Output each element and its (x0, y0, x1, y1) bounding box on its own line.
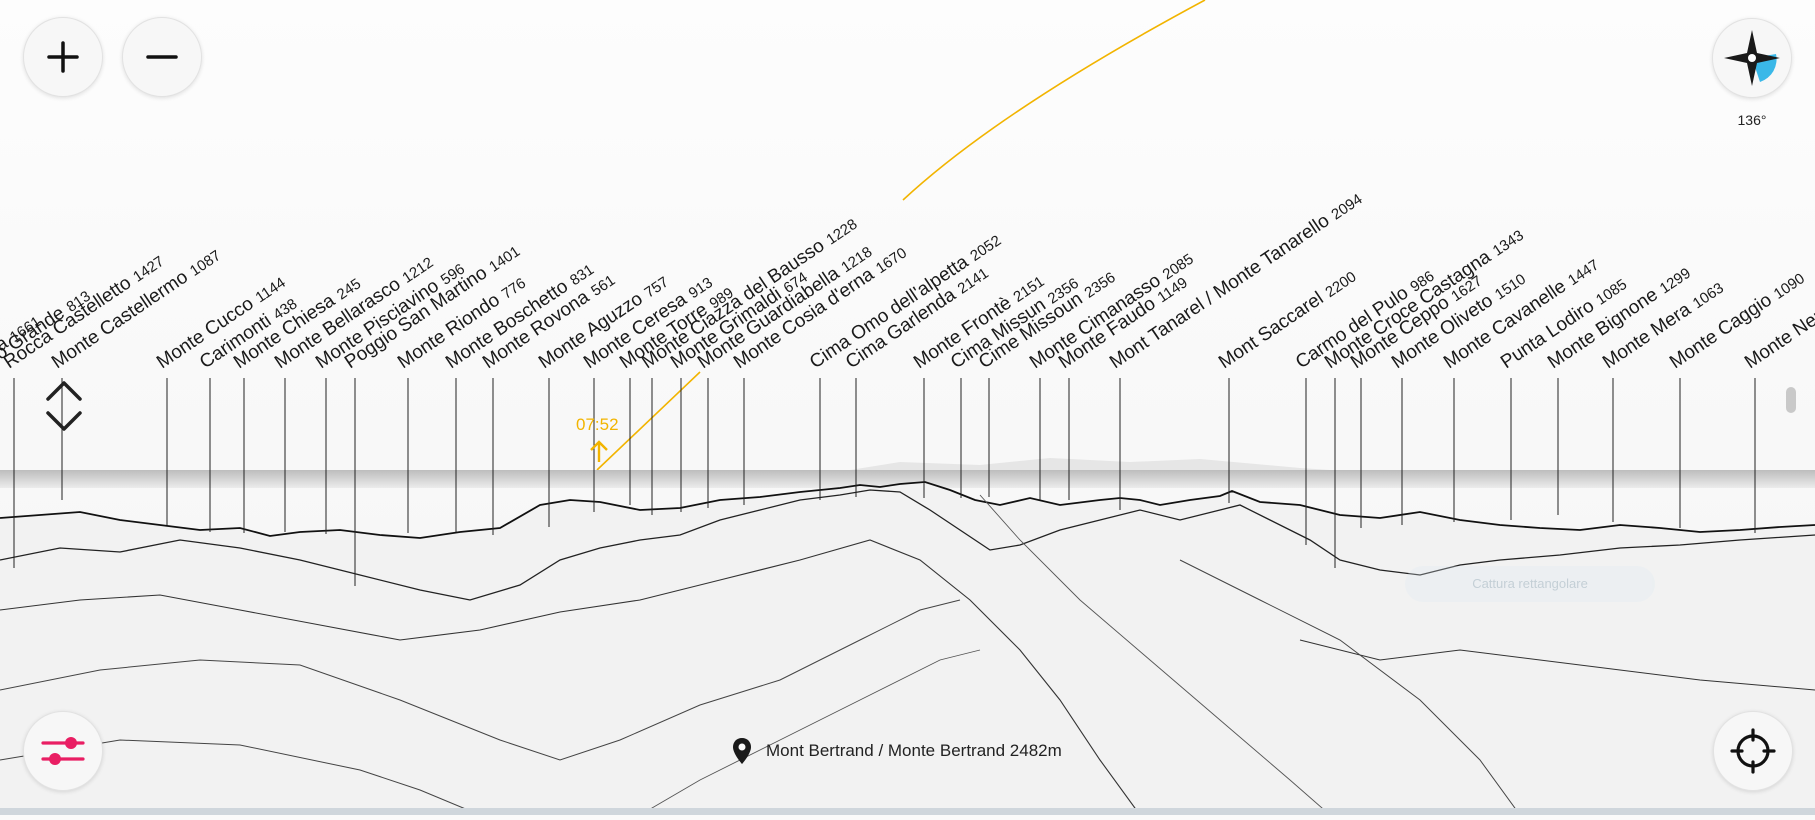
map-pin-icon (733, 738, 751, 764)
zoom-in-button[interactable] (23, 17, 103, 97)
scrollbar-thumb[interactable] (1786, 387, 1796, 413)
sun-marker: 07:52 (576, 415, 619, 462)
locate-button[interactable] (1713, 711, 1793, 791)
scroll-labels-control[interactable] (42, 375, 86, 437)
compass-button[interactable] (1712, 18, 1792, 98)
distant-mountains (850, 458, 1330, 470)
location-elevation: 2482 (1009, 741, 1048, 760)
location-display: Mont Bertrand / Monte Bertrand 2482m (732, 736, 1062, 766)
zoom-out-button[interactable] (122, 17, 202, 97)
capture-hint: Cattura rettangolare (1405, 566, 1655, 602)
label-scrollbar[interactable] (1784, 325, 1798, 475)
compass-heading: 136° (1737, 112, 1767, 128)
plus-icon (47, 41, 79, 73)
location-name: Mont Bertrand / Monte Bertrand (766, 741, 1006, 760)
sun-time-label: 07:52 (576, 415, 619, 434)
minus-icon (146, 55, 178, 59)
peak-leader-lines (13, 378, 1756, 586)
settings-button[interactable] (23, 711, 103, 791)
compass-icon (1724, 30, 1780, 86)
bottom-edge (0, 808, 1815, 815)
terrain (0, 481, 1815, 816)
sliders-icon (41, 737, 85, 765)
chevron-up-down-icon (46, 381, 82, 431)
sun-arrow-icon (590, 440, 608, 462)
sun-path (596, 0, 1206, 471)
crosshair-icon (1730, 728, 1776, 774)
location-unit: m (1047, 741, 1062, 760)
